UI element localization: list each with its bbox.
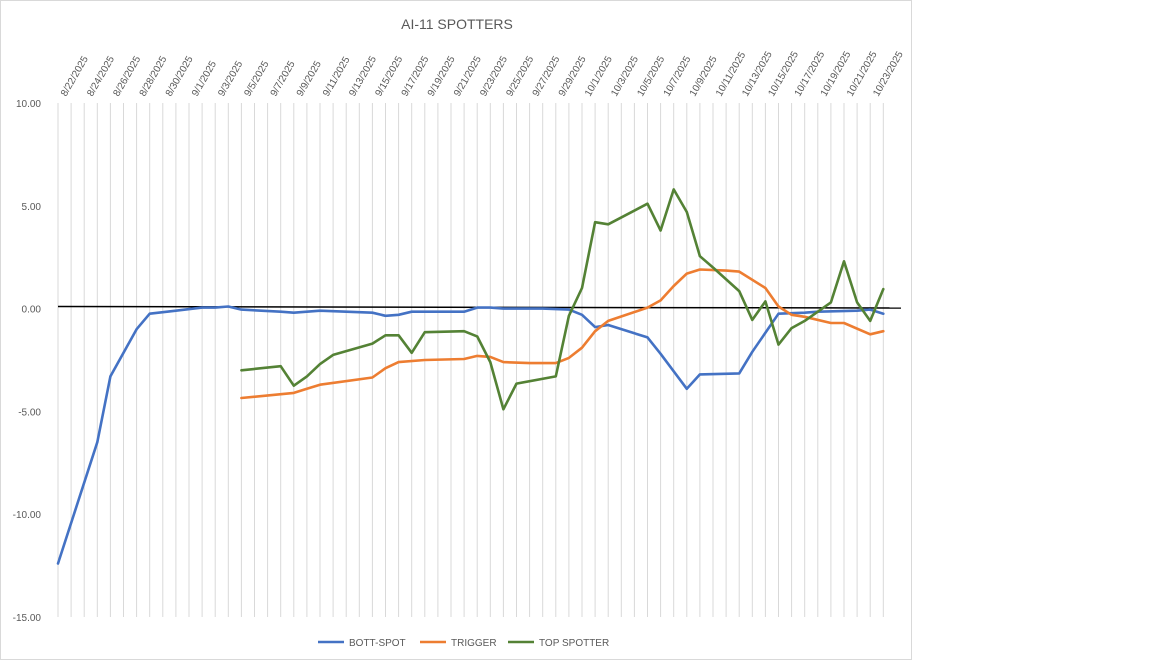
y-tick-label: -15.00 bbox=[13, 613, 42, 624]
y-tick-label: 10.00 bbox=[16, 99, 41, 110]
legend-label-bott-spot: BOTT-SPOT bbox=[349, 638, 406, 649]
series-line-trigger bbox=[240, 268, 885, 400]
series-layer bbox=[56, 188, 885, 565]
x-tick-label: 9/3/2025 bbox=[216, 59, 245, 99]
grid-lines bbox=[57, 103, 884, 617]
legend-label-trigger: TRIGGER bbox=[451, 638, 497, 649]
series-line-bott-spot bbox=[56, 305, 885, 565]
y-tick-label: 0.00 bbox=[22, 305, 42, 316]
y-tick-label: -10.00 bbox=[13, 510, 42, 521]
y-tick-label: 5.00 bbox=[22, 202, 42, 213]
chart-svg: AI-11 SPOTTERS 8/22/20258/24/20258/26/20… bbox=[13, 16, 906, 649]
legend: BOTT-SPOT TRIGGER TOP SPOTTER bbox=[318, 638, 609, 649]
y-tick-label: -5.00 bbox=[18, 407, 41, 418]
x-tick-label: 9/7/2025 bbox=[269, 59, 298, 99]
x-tick-label: 9/1/2025 bbox=[190, 59, 219, 99]
x-tick-label: 9/5/2025 bbox=[242, 59, 271, 99]
legend-label-top-spotter: TOP SPOTTER bbox=[539, 638, 609, 649]
series-line-top-spotter bbox=[240, 188, 885, 411]
chart-title: AI-11 SPOTTERS bbox=[401, 16, 513, 32]
y-axis-tick-labels: 10.00 5.00 0.00 -5.00 -10.00 -15.00 bbox=[13, 99, 42, 624]
x-tick-label: 9/9/2025 bbox=[295, 59, 324, 99]
chart-area: AI-11 SPOTTERS 8/22/2025 8/24/2025 8/26/20… bbox=[0, 0, 912, 660]
x-axis-tick-labels: 8/22/20258/24/20258/26/20258/28/20258/30… bbox=[59, 49, 906, 98]
